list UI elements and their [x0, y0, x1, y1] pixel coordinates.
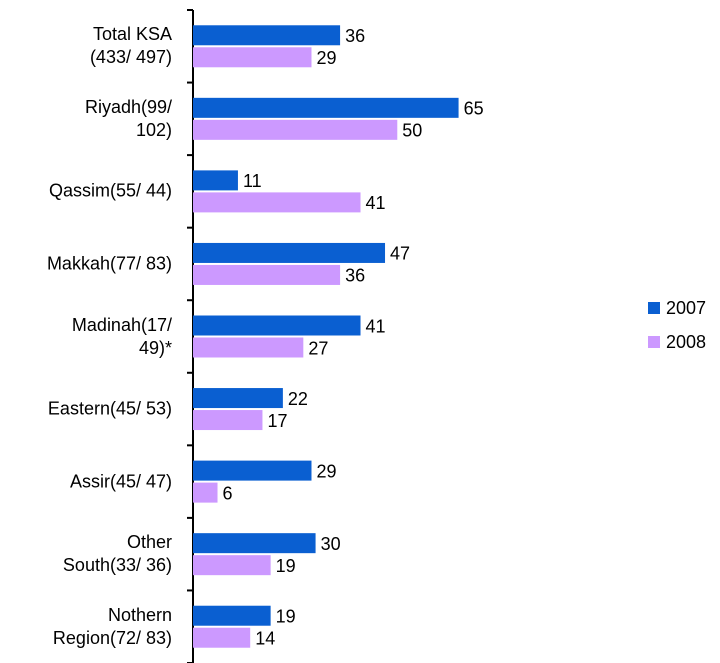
bar [193, 264, 341, 285]
bar [193, 170, 238, 191]
bar [193, 605, 271, 626]
bar [193, 337, 304, 358]
legend-label: 2008 [666, 332, 706, 352]
bar [193, 533, 316, 554]
value-label: 6 [223, 483, 233, 503]
category-label: Other South(33/ 36) [62, 532, 172, 576]
bar [193, 627, 251, 648]
value-label: 41 [366, 193, 386, 213]
value-label: 27 [308, 338, 328, 358]
bar [193, 242, 386, 263]
category-label: Madinah(17/ 49)* [71, 314, 172, 358]
category-label: Total KSA (433/ 497) [89, 24, 172, 68]
value-label: 41 [366, 316, 386, 336]
value-label: 22 [288, 389, 308, 409]
bar [193, 192, 361, 213]
bar [193, 97, 459, 118]
value-label: 29 [316, 461, 336, 481]
bar [193, 25, 341, 46]
category-label: Nothern Region(72/ 83) [52, 604, 172, 648]
bar [193, 315, 361, 336]
bar [193, 388, 283, 409]
bar [193, 482, 218, 503]
value-label: 65 [464, 99, 484, 119]
value-label: 50 [402, 121, 422, 141]
bar [193, 555, 271, 576]
legend-swatch [648, 336, 660, 348]
bar [193, 460, 312, 481]
category-label: Riyadh(99/ 102) [84, 96, 172, 140]
category-label: Makkah(77/ 83) [46, 253, 172, 274]
legend-swatch [648, 302, 660, 314]
category-label: Eastern(45/ 53) [47, 398, 172, 419]
value-label: 19 [276, 606, 296, 626]
bar [193, 119, 398, 140]
legend-label: 2007 [666, 298, 706, 318]
value-label: 19 [276, 556, 296, 576]
value-label: 11 [243, 171, 262, 191]
category-label: Qassim(55/ 44) [48, 180, 172, 201]
bar [193, 47, 312, 68]
value-label: 36 [345, 266, 365, 286]
value-label: 30 [321, 534, 341, 554]
value-label: 29 [316, 48, 336, 68]
value-label: 14 [255, 628, 275, 648]
value-label: 47 [390, 244, 410, 264]
value-label: 36 [345, 26, 365, 46]
value-label: 17 [267, 411, 287, 431]
bar [193, 410, 263, 431]
category-label: Assir(45/ 47) [69, 471, 172, 492]
